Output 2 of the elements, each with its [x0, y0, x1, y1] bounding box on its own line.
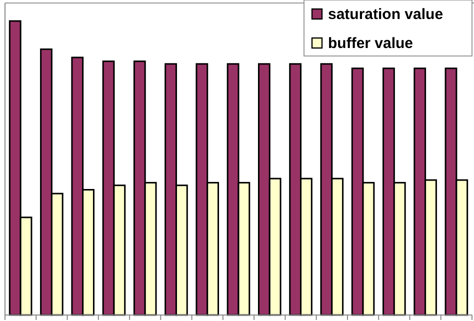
legend-label: buffer value [328, 35, 414, 52]
legend-label: saturation value [328, 6, 444, 23]
